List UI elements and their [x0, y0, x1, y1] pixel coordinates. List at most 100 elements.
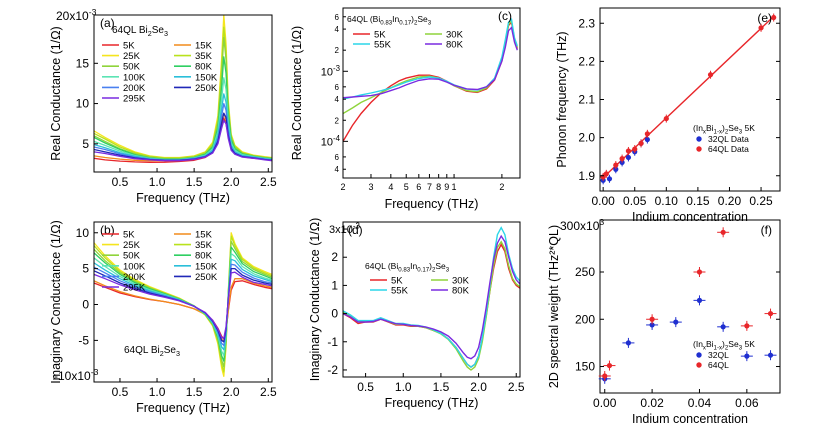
data-point-64QL	[606, 362, 613, 369]
y-minor-label: 2	[335, 116, 340, 125]
y-axis-label: Imaginary Conductance (1/Ω)	[308, 218, 322, 382]
x-axis-label: Frequency (THz)	[136, 191, 230, 205]
x-tick-label: 2.5	[260, 175, 277, 189]
x-tick-label: 0.00	[593, 396, 617, 410]
x-axis-label: Frequency (THz)	[136, 401, 230, 415]
x-axis-label: Frequency (THz)	[385, 197, 479, 211]
legend-label-250K: 250K	[195, 83, 218, 94]
x-tick-label: 2.0	[223, 385, 240, 399]
series-group	[94, 232, 272, 377]
panel-title: 64QL Bi2​Se3​	[112, 25, 168, 38]
y-tick-label: 15	[76, 56, 90, 70]
x-tick-label: 2.0	[223, 175, 240, 189]
legend-label-30K: 30K	[446, 30, 464, 41]
series-line-80K	[343, 26, 518, 99]
x-tick-label: 0.25	[749, 194, 773, 208]
x-tick-label: 1.5	[186, 385, 203, 399]
data-point-64QL	[720, 229, 726, 235]
legend-marker-64QL-Data	[696, 146, 702, 152]
y-tick-label: 10	[76, 97, 90, 111]
legend-label-15K: 15K	[195, 41, 213, 52]
y-tick-label: 10	[76, 226, 90, 240]
y-tick-label: 0	[331, 307, 338, 321]
series-line-55K	[343, 17, 518, 100]
legend-label-150K: 150K	[195, 261, 218, 272]
panel-a: 0.5 1.0 1.5 2.0 2.5 5 10 15 Frequency (THz) Real …	[49, 7, 277, 205]
y-tick-label: 10-4​	[321, 134, 341, 148]
legend-label-150K: 150K	[195, 72, 218, 83]
x-axis-label: Frequency (THz)	[385, 396, 479, 410]
data-point-64QL-Data	[603, 171, 609, 177]
x-tick-label: 0.04	[688, 396, 712, 410]
series-group	[343, 226, 520, 371]
legend-label-64QL-Data: 64QL Data	[708, 144, 749, 154]
legend-label-5K: 5K	[391, 276, 403, 287]
data-point-64QL-Data	[707, 72, 714, 78]
data-point-32QL	[625, 340, 632, 346]
x-tick-label: 4	[388, 182, 393, 192]
legend-label-200K: 200K	[123, 83, 146, 94]
data-point-64QL-Data	[625, 148, 632, 154]
x-tick-label: 6	[416, 182, 421, 192]
spacer: Bi0.83​	[349, 20, 352, 22]
panel-title: 64QL (Bi0.83​In0.17​)2​Se3​	[347, 14, 432, 27]
data-point-64QL-Data	[758, 25, 764, 31]
y-tick-label: -5	[78, 333, 89, 347]
y-tick-label: 250	[575, 265, 595, 279]
panel-label: (a)	[100, 16, 115, 30]
panel-d-frame	[342, 221, 521, 378]
legend-label-80K: 80K	[446, 40, 464, 51]
legend-label-80K: 80K	[452, 286, 470, 297]
y-minor-label: 4	[335, 95, 340, 104]
data-point-32QL	[649, 322, 655, 328]
y-axis-label: Real Conductance (1/Ω)	[49, 26, 63, 160]
panel-title: 64QL (Bi0.83​In0.17​)2​Se3​	[365, 261, 450, 274]
data-point-64QL	[602, 373, 608, 379]
y-axis-label: Imaginary Conductance (1/Ω)	[49, 220, 63, 384]
x-tick-label: 0.5	[112, 175, 129, 189]
data-point-64QL-Data	[663, 115, 669, 122]
y-tick-label: 2.3	[578, 16, 595, 30]
axis-exponent-label: 3x10-3​	[329, 222, 360, 236]
data-point-32QL-Data	[606, 176, 613, 182]
legend-label-35K: 35K	[195, 240, 213, 251]
x-tick-label: 3	[368, 182, 373, 192]
data-point-32QL	[767, 352, 774, 358]
panel-f-frame	[599, 219, 781, 394]
legend-marker-32QL	[696, 352, 702, 358]
y-tick-label: 2.1	[578, 93, 595, 107]
data-point-64QL-Data	[644, 131, 650, 137]
legend-label-5K: 5K	[123, 41, 135, 52]
data-point-64QL-Data	[771, 14, 777, 21]
y-tick-label: 5	[82, 137, 89, 151]
x-tick-label: 0.20	[718, 194, 742, 208]
axis-exponent-label: 20x10-3​	[56, 7, 97, 23]
panel-label: (c)	[498, 9, 512, 23]
legend-label-100K: 100K	[123, 72, 146, 83]
panel-title: 64QL Bi2​Se3​	[124, 345, 180, 358]
legend-label-32QL: 32QL	[708, 350, 729, 360]
y-tick-label: 5	[82, 262, 89, 276]
y-tick-label: 0	[82, 298, 89, 312]
x-tick-label: 5	[404, 182, 409, 192]
legend-label-35K: 35K	[195, 51, 213, 62]
legend-label-80K: 80K	[195, 62, 213, 73]
y-tick-label: 2.2	[578, 54, 595, 68]
series-group	[94, 15, 272, 163]
series-line-80K	[343, 234, 520, 360]
legend-label-5K: 5K	[374, 30, 386, 41]
panel-label: (b)	[100, 223, 115, 237]
legend-label-100K: 100K	[123, 261, 146, 272]
legend-title: (Inx​Bi1-x​)2​Se3​ 5K	[693, 123, 755, 136]
x-tick-label: 1.5	[186, 175, 203, 189]
x-tick-label: 2.5	[508, 380, 525, 394]
legend-label-55K: 55K	[374, 40, 392, 51]
y-tick-label: -2	[327, 363, 338, 377]
x-tick-label: 0.5	[357, 380, 374, 394]
legend-label-200K: 200K	[123, 272, 146, 283]
panel-b: 0.5 1.0 1.5 2.0 2.5 -5 0 5 10 Frequency (THz) Imag…	[49, 220, 277, 415]
data-point-32QL	[673, 319, 679, 325]
x-tick-label: 0.5	[112, 385, 129, 399]
data-point-32QL	[720, 324, 726, 330]
